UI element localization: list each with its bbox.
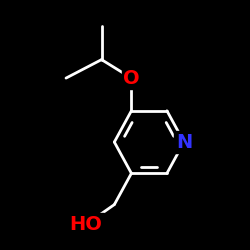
Text: O: O — [123, 68, 140, 87]
Text: N: N — [176, 132, 192, 152]
Text: HO: HO — [70, 215, 102, 234]
